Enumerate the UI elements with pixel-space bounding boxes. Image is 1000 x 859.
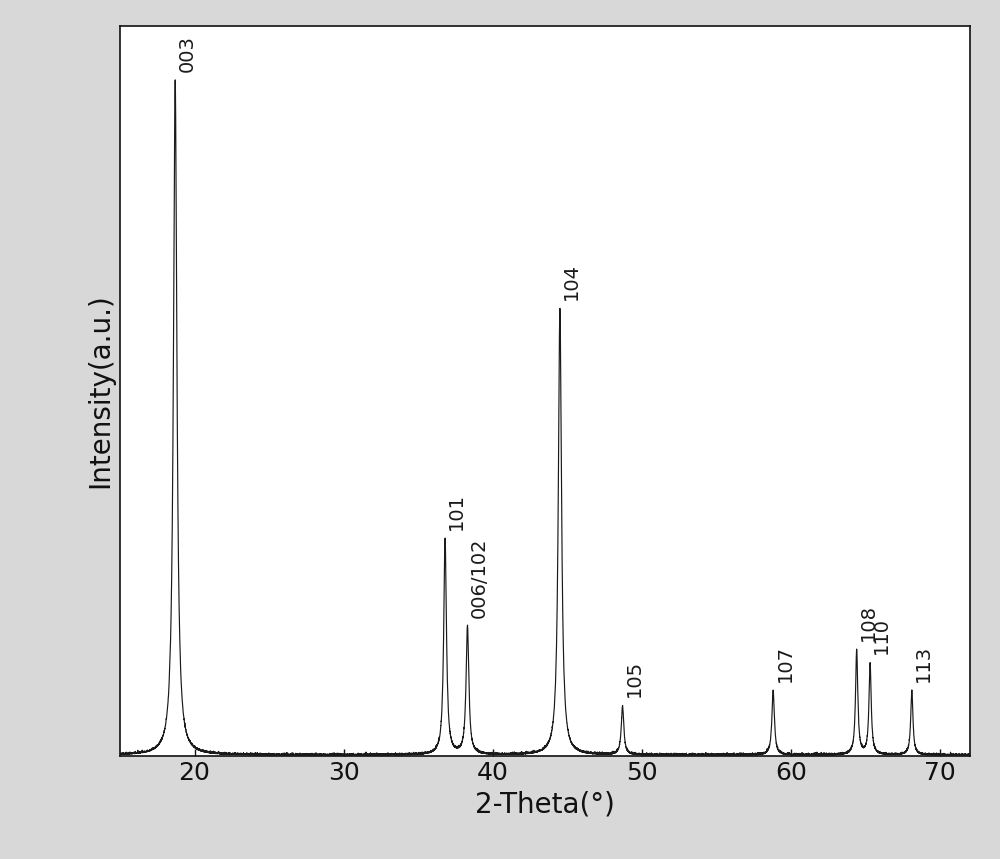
- Text: 101: 101: [447, 493, 466, 530]
- X-axis label: 2-Theta(°): 2-Theta(°): [475, 790, 615, 819]
- Text: 110: 110: [872, 618, 891, 655]
- Text: 105: 105: [625, 661, 644, 698]
- Text: 003: 003: [177, 35, 196, 72]
- Text: 104: 104: [562, 263, 581, 301]
- Y-axis label: Intensity(a.u.): Intensity(a.u.): [86, 294, 114, 488]
- Text: 006/102: 006/102: [470, 537, 489, 618]
- Text: 108: 108: [859, 604, 878, 641]
- Text: 113: 113: [914, 645, 933, 682]
- Text: 107: 107: [775, 645, 794, 682]
